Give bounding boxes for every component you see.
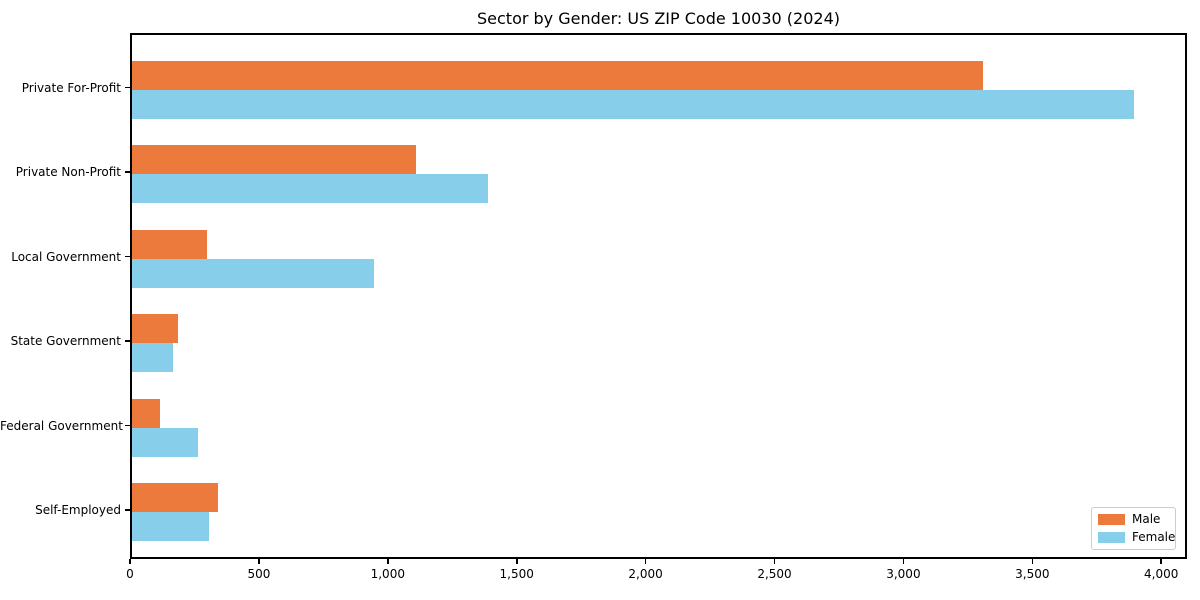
bar-male-private-non-profit (132, 145, 416, 174)
y-tick-mark (125, 509, 130, 511)
y-tick-mark (125, 171, 130, 173)
x-tick-label-4000: 4,000 (1144, 567, 1179, 581)
x-tick-mark (644, 559, 647, 564)
y-tick-mark (125, 424, 130, 427)
legend: Male Female (1091, 507, 1176, 550)
bar-male-local-government (132, 229, 207, 259)
bar-male-federal-government (132, 398, 160, 428)
x-tick-mark (515, 559, 518, 564)
female-series-swatch-icon (1098, 532, 1125, 543)
x-tick-mark (129, 559, 131, 564)
x-tick-label-3500: 3,500 (1015, 567, 1050, 581)
legend-label-male: Male (1132, 512, 1161, 526)
bar-female-local-government (132, 258, 374, 288)
x-tick-label-500: 500 (247, 567, 271, 581)
x-tick-label-2500: 2,500 (757, 567, 792, 581)
bar-female-private-non-profit (132, 174, 488, 203)
chart-title: Sector by Gender: US ZIP Code 10030 (202… (477, 9, 840, 28)
y-tick-mark (125, 340, 130, 342)
x-tick-label-1000: 1,000 (370, 567, 405, 581)
x-tick-label-3000: 3,000 (886, 567, 921, 581)
x-tick-label-0: 0 (126, 567, 134, 581)
y-category-label-private-non-profit: Private Non-Profit (15, 165, 121, 179)
legend-item-female: Female (1098, 531, 1175, 544)
male-series-swatch-icon (1098, 514, 1125, 525)
y-tick-mark (125, 86, 130, 89)
x-tick-label-2000: 2,000 (628, 567, 663, 581)
bar-male-private-for-profit (132, 60, 983, 90)
legend-label-female: Female (1132, 530, 1176, 544)
bar-female-state-government (132, 343, 173, 372)
x-tick-label-1500: 1,500 (499, 567, 534, 581)
x-tick-mark (1160, 559, 1162, 564)
y-category-label-local-government: Local Government (11, 249, 121, 264)
y-category-label-self-employed: Self-Employed (35, 503, 121, 517)
x-tick-mark (1031, 559, 1034, 564)
bar-male-state-government (132, 314, 178, 343)
bar-female-federal-government (132, 427, 198, 457)
x-tick-mark (387, 559, 389, 564)
x-tick-mark (902, 559, 905, 564)
legend-item-male: Male (1098, 513, 1175, 526)
y-category-label-private-for-profit: Private For-Profit (21, 80, 121, 95)
bar-female-private-for-profit (132, 89, 1134, 119)
y-category-label-state-government: State Government (10, 334, 121, 348)
bar-male-self-employed (132, 483, 218, 512)
x-tick-mark (773, 559, 776, 564)
y-category-label-federal-government: Federal Government (0, 418, 123, 433)
bar-female-self-employed (132, 512, 209, 541)
plot-area (130, 33, 1187, 559)
x-tick-mark (258, 559, 260, 564)
y-tick-mark (125, 255, 130, 258)
